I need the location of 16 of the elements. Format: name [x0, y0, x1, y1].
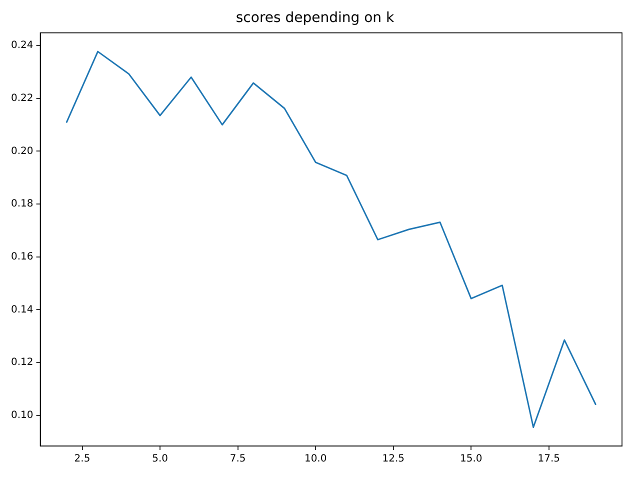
y-tick-label: 0.10 [11, 410, 34, 421]
x-tick-label: 12.5 [382, 454, 404, 465]
y-tick-label: 0.24 [11, 40, 34, 52]
y-tick-label: 0.22 [11, 92, 34, 104]
y-tick-label: 0.18 [11, 198, 34, 210]
x-tick-label: 10.0 [304, 454, 327, 465]
y-tick-label: 0.12 [11, 357, 34, 368]
y-tick-label: 0.16 [11, 251, 34, 262]
x-tick-label: 7.5 [230, 454, 246, 465]
x-tick-label: 17.5 [538, 454, 560, 465]
y-tick-label: 0.14 [11, 304, 34, 316]
x-tick-label: 15.0 [460, 454, 482, 465]
x-tick-label: 2.5 [74, 454, 90, 465]
chart-title: scores depending on k [236, 10, 395, 26]
y-tick-label: 0.20 [11, 146, 34, 157]
x-tick-label: 5.0 [152, 454, 168, 465]
